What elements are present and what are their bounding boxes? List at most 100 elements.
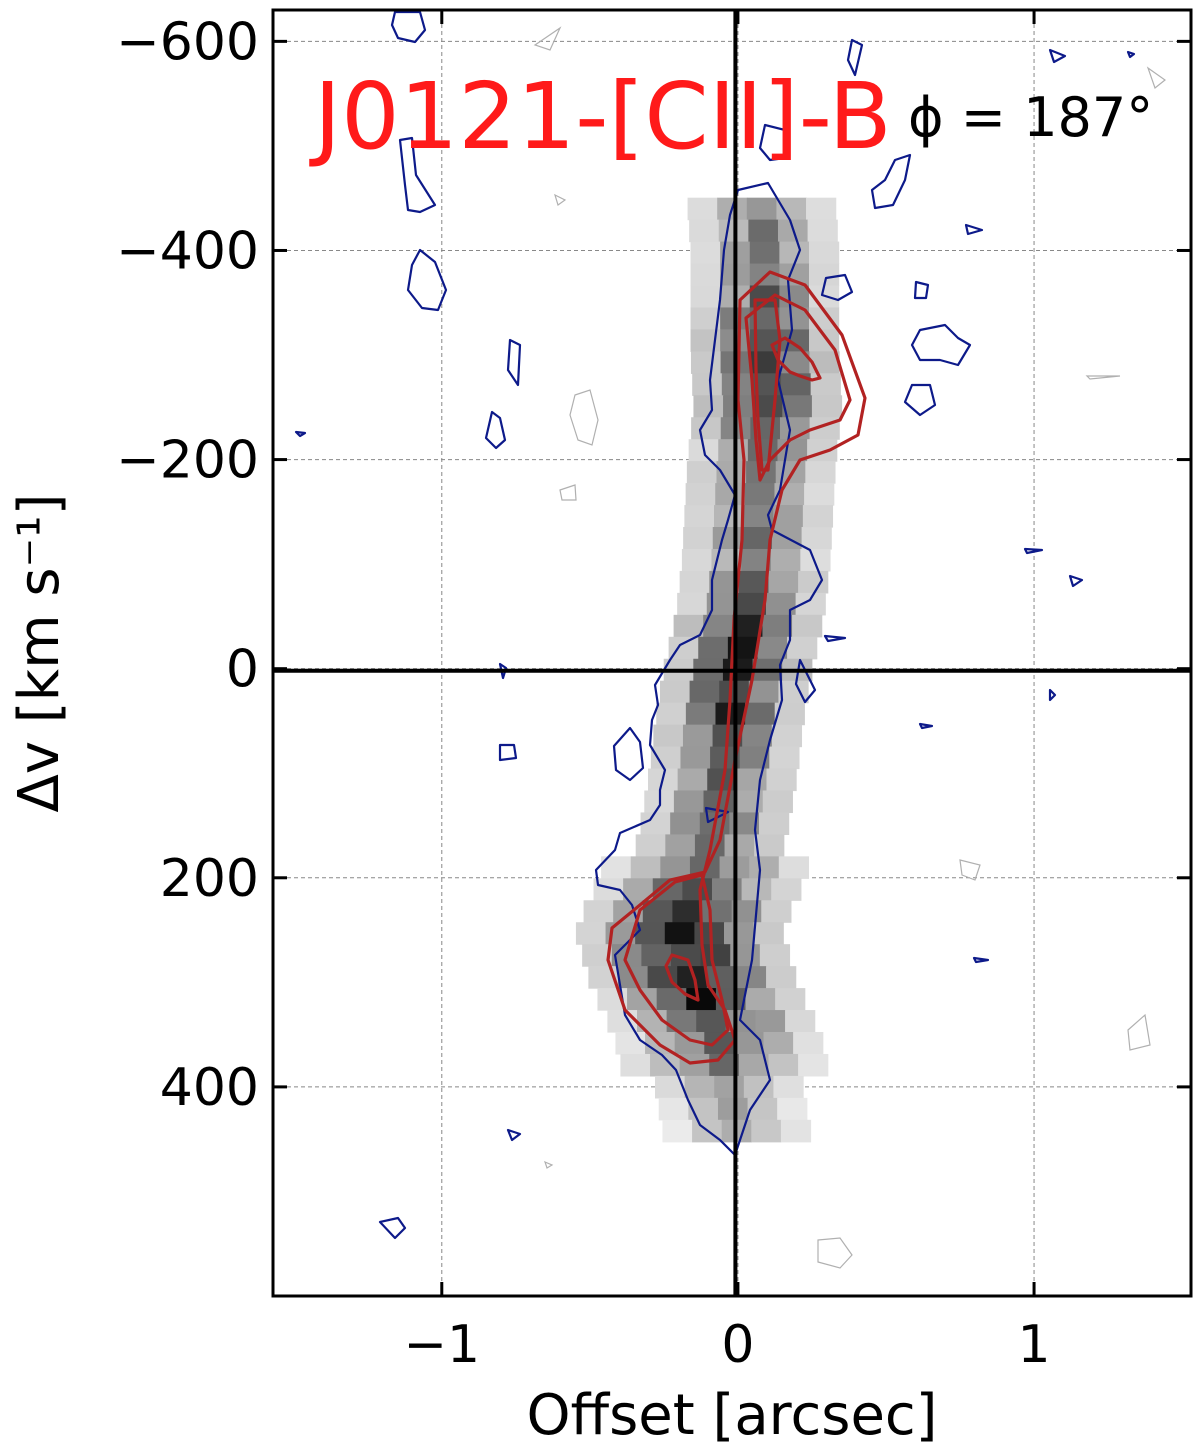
emission-pixel xyxy=(666,1010,697,1033)
emission-pixel xyxy=(759,944,791,967)
emission-pixel xyxy=(642,900,674,923)
emission-pixel xyxy=(749,856,780,879)
data-contour-blob xyxy=(1048,48,1067,64)
emission-pixel xyxy=(806,197,837,221)
emission-pixel xyxy=(755,1010,786,1033)
emission-pixel xyxy=(647,966,678,989)
emission-pixel xyxy=(778,680,809,704)
emission-pixel xyxy=(768,570,799,594)
emission-pixel xyxy=(724,922,755,945)
emission-pixel xyxy=(668,636,699,660)
emission-pixel xyxy=(795,592,826,616)
emission-pixel xyxy=(748,219,779,243)
emission-pixel xyxy=(655,1075,686,1099)
emission-pixel xyxy=(748,680,780,704)
negative-contour xyxy=(569,389,599,446)
contour-layer xyxy=(294,10,1166,1269)
emission-pixel xyxy=(775,988,806,1011)
emission-pixel xyxy=(793,1032,824,1055)
emission-pixel xyxy=(807,219,838,243)
emission-pixel xyxy=(684,1075,715,1099)
emission-pixel xyxy=(724,834,755,857)
emission-pixel xyxy=(709,570,740,594)
x-tick-label: 0 xyxy=(721,1315,754,1375)
emission-pixel xyxy=(672,900,703,923)
emission-pixel xyxy=(747,1097,778,1121)
emission-pixel xyxy=(765,592,797,616)
data-contour-blob xyxy=(918,722,934,730)
emission-pixel xyxy=(802,505,834,528)
emission-pixel xyxy=(681,548,713,572)
emission-pixel xyxy=(792,614,823,638)
emission-pixel xyxy=(717,1097,749,1121)
emission-pixel xyxy=(680,746,711,770)
plot-area xyxy=(273,10,1191,1296)
negative-contour xyxy=(1085,375,1121,380)
emission-pixel xyxy=(601,856,632,879)
panel-title: J0121-[CII]-B xyxy=(309,63,892,170)
emission-pixel xyxy=(761,900,792,923)
emission-pixel xyxy=(749,241,780,265)
y-tick-label: 400 xyxy=(160,1058,259,1118)
emission-pixel xyxy=(750,351,781,374)
emission-pixel xyxy=(662,1119,693,1143)
data-contour-blob xyxy=(484,410,507,450)
emission-pixel xyxy=(759,812,790,835)
emission-pixel xyxy=(733,1032,765,1055)
data-contour-blob xyxy=(1048,688,1057,702)
emission-pixel xyxy=(798,570,829,594)
data-contour-blob xyxy=(378,1216,407,1240)
emission-pixel xyxy=(743,505,774,528)
axis-ticks xyxy=(273,10,1191,1296)
model-contours xyxy=(606,270,867,1065)
emission-pixel xyxy=(593,878,624,901)
emission-pixel xyxy=(742,527,773,550)
data-contour-blob xyxy=(1023,547,1044,555)
data-contour-blob xyxy=(910,323,972,367)
emission-pixel xyxy=(763,1032,794,1055)
y-tick-label: 200 xyxy=(160,849,259,909)
emission-pixel xyxy=(702,900,733,923)
negative-contour xyxy=(533,26,562,51)
emission-pixel xyxy=(780,1119,812,1143)
emission-pixel xyxy=(620,1053,651,1077)
emission-pixel xyxy=(679,1053,710,1077)
x-tick-label: −1 xyxy=(403,1315,480,1375)
emission-pixel xyxy=(745,702,776,726)
emission-pixel xyxy=(653,724,684,748)
emission-pixel xyxy=(686,461,718,484)
emission-pixel xyxy=(683,527,714,550)
emission-pixel xyxy=(677,592,708,616)
emission-pixel xyxy=(650,1053,681,1077)
emission-pixel xyxy=(787,636,818,660)
emission-pixel xyxy=(703,614,734,638)
emission-pixel xyxy=(741,878,772,901)
emission-pixel xyxy=(674,1032,705,1055)
emission-pixel xyxy=(685,483,716,506)
x-tick-label: 1 xyxy=(1018,1315,1051,1375)
emission-pixel xyxy=(659,680,691,704)
emission-pixel xyxy=(777,1097,808,1121)
emission-pixel xyxy=(773,505,804,528)
emission-pixel xyxy=(689,219,720,243)
emission-pixel xyxy=(751,373,782,396)
negative-contour xyxy=(1127,1013,1151,1051)
emission-pixel xyxy=(664,922,695,945)
plot-frame xyxy=(271,8,1193,1298)
emission-pixel xyxy=(805,461,836,484)
emission-pixel xyxy=(640,812,671,835)
emission-pixel xyxy=(785,1010,816,1033)
emission-pixel xyxy=(656,988,687,1011)
emission-pixel xyxy=(779,241,810,265)
model-contour-inner xyxy=(770,336,822,382)
emission-pixel xyxy=(801,527,832,550)
emission-pixel xyxy=(684,505,715,528)
emission-pixel xyxy=(782,395,813,418)
emission-pixel xyxy=(623,878,654,901)
emission-pixel xyxy=(635,922,666,945)
emission-pixel xyxy=(700,944,731,967)
model-contour-outer xyxy=(606,270,867,1065)
data-contour-blob xyxy=(398,136,437,214)
emission-pixel xyxy=(693,395,724,418)
